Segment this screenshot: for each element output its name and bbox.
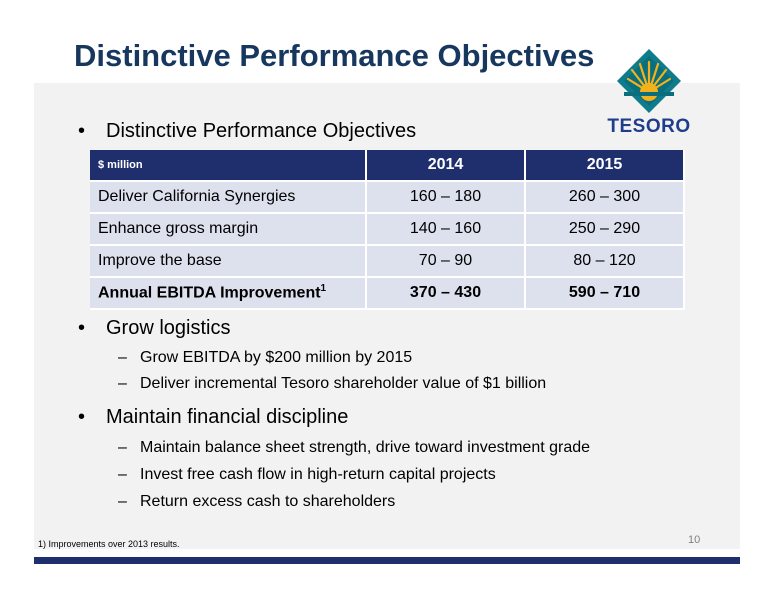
table-row: Improve the base 70 – 90 80 – 120 [90,245,685,278]
total-label-text: Annual EBITDA Improvement [98,284,321,302]
sub-bullet: – Deliver incremental Tesoro shareholder … [118,375,546,393]
sub-bullet-dash: – [118,493,127,510]
sub-bullet-text: Return excess cash to shareholders [140,493,396,510]
table-row-total: Annual EBITDA Improvement1 370 – 430 590… [90,277,685,310]
cell-2015: 260 – 300 [525,181,685,214]
sub-bullet-dash: – [118,439,127,456]
tesoro-diamond-icon [617,49,681,113]
bullet-performance-objectives: • Distinctive Performance Objectives [78,120,416,143]
bullet-text: Grow logistics [106,317,231,339]
slide-title: Distinctive Performance Objectives [74,38,595,73]
column-header-2015: 2015 [525,150,685,182]
logo-wordmark: TESORO [607,116,691,137]
cell-2015-total: 590 – 710 [525,277,685,310]
row-label: Improve the base [90,245,367,278]
cell-2014: 160 – 180 [366,181,526,214]
cell-2015: 250 – 290 [525,213,685,246]
column-header-2014: 2014 [366,150,526,182]
sub-bullet-dash: – [118,466,127,483]
bullet-grow-logistics: • Grow logistics [78,317,230,340]
tesoro-logo: TESORO [604,48,694,143]
sub-bullet-text: Grow EBITDA by $200 million by 2015 [140,349,413,366]
cell-2014-total: 370 – 430 [366,277,526,310]
performance-table: $ million 2014 2015 Deliver California S… [90,150,685,310]
sub-bullet-dash: – [118,375,127,392]
bullet-dot: • [78,120,86,142]
sub-bullet-text: Invest free cash flow in high-return cap… [140,466,496,483]
sub-bullet-text: Deliver incremental Tesoro shareholder v… [140,375,547,392]
footnote-marker: 1 [320,283,327,295]
bullet-text: Maintain financial discipline [106,406,349,428]
sub-bullet: – Return excess cash to shareholders [118,493,395,511]
cell-2015: 80 – 120 [525,245,685,278]
cell-2014: 140 – 160 [366,213,526,246]
sub-bullet-dash: – [118,349,127,366]
sub-bullet: – Invest free cash flow in high-return ca… [118,466,496,484]
bullet-financial-discipline: • Maintain financial discipline [78,406,348,429]
table-row: Deliver California Synergies 160 – 180 2… [90,181,685,214]
footnote: 1) Improvements over 2013 results. [38,539,180,549]
table-header-row: $ million 2014 2015 [90,150,685,182]
row-label-total: Annual EBITDA Improvement1 [90,277,367,310]
table-row: Enhance gross margin 140 – 160 250 – 290 [90,213,685,246]
sub-bullet: – Grow EBITDA by $200 million by 2015 [118,349,412,367]
cell-2014: 70 – 90 [366,245,526,278]
unit-label: $ million [90,150,367,182]
row-label: Enhance gross margin [90,213,367,246]
footer-bar [34,557,740,564]
bullet-dot: • [78,317,86,339]
row-label: Deliver California Synergies [90,181,367,214]
bullet-dot: • [78,406,86,428]
bullet-text: Distinctive Performance Objectives [106,120,417,142]
sub-bullet: – Maintain balance sheet strength, drive … [118,439,590,457]
page-number: 10 [688,534,701,546]
sub-bullet-text: Maintain balance sheet strength, drive t… [140,439,591,456]
